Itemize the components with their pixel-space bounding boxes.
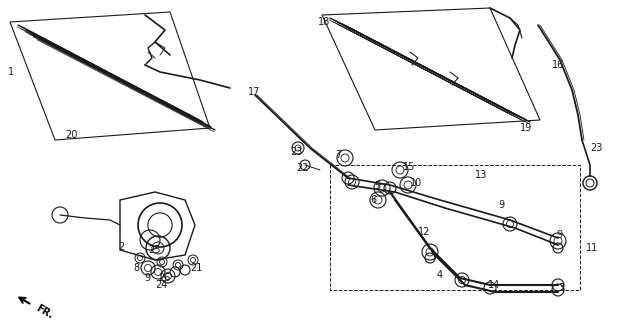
Text: 15: 15 <box>403 162 416 172</box>
Text: 14: 14 <box>488 280 500 290</box>
Text: 10: 10 <box>410 178 422 188</box>
Text: 2: 2 <box>118 242 124 252</box>
Text: 5: 5 <box>374 181 380 191</box>
Text: 9: 9 <box>144 273 150 283</box>
Text: 1: 1 <box>8 67 14 77</box>
Text: 17: 17 <box>248 87 260 97</box>
Text: 23: 23 <box>590 143 602 153</box>
Text: 6: 6 <box>370 195 376 205</box>
Text: 19: 19 <box>520 123 532 133</box>
Text: FR.: FR. <box>34 303 55 320</box>
Text: 18: 18 <box>318 17 330 27</box>
Text: 20: 20 <box>65 130 77 140</box>
Text: 8: 8 <box>133 263 139 273</box>
Text: 12: 12 <box>418 227 430 237</box>
Text: 24: 24 <box>155 280 168 290</box>
Text: 11: 11 <box>586 243 598 253</box>
Text: 3: 3 <box>558 283 564 293</box>
Text: 13: 13 <box>475 170 487 180</box>
Text: 25: 25 <box>148 245 161 255</box>
Text: 26: 26 <box>158 273 170 283</box>
Text: 9: 9 <box>556 230 562 240</box>
Text: 7: 7 <box>335 150 341 160</box>
Text: 21: 21 <box>190 263 202 273</box>
Text: 4: 4 <box>437 270 443 280</box>
Text: 16: 16 <box>552 60 564 70</box>
Text: 9: 9 <box>498 200 504 210</box>
Text: 22: 22 <box>296 163 308 173</box>
Text: 23: 23 <box>290 147 302 157</box>
